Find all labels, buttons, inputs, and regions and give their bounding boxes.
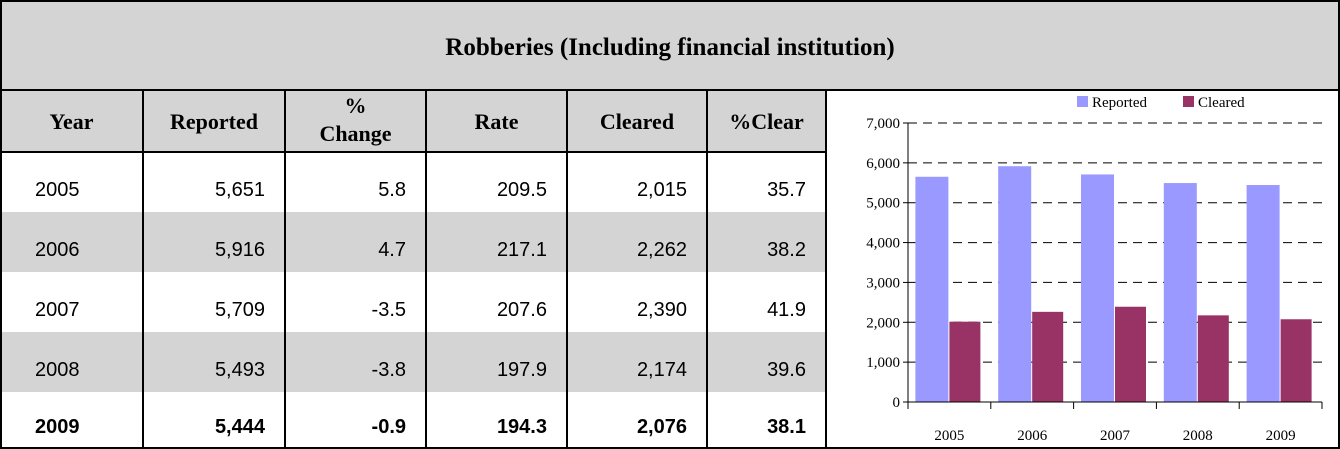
- table-cell: 2007: [35, 299, 80, 321]
- legend-label: Cleared: [1198, 95, 1245, 111]
- column-header: %Clear: [729, 109, 804, 134]
- table-cell: 2005: [35, 179, 80, 201]
- table-cell: 2,076: [637, 416, 687, 438]
- x-tick-label: 2005: [934, 428, 964, 444]
- bar: [1081, 174, 1114, 402]
- bar: [1197, 315, 1229, 402]
- table-cell: 2,174: [637, 359, 687, 381]
- table-cell: 2,015: [637, 179, 687, 201]
- table-cell: 5,493: [215, 359, 265, 381]
- table-cell: 4.7: [378, 239, 406, 261]
- legend-swatch: [1183, 96, 1194, 107]
- row-shade: [0, 212, 826, 272]
- y-tick-label: 6,000: [866, 156, 900, 172]
- y-tick-label: 0: [893, 395, 901, 411]
- column-header: Reported: [170, 109, 258, 134]
- table-cell: 41.9: [767, 299, 806, 321]
- table-cell: 39.6: [767, 359, 806, 381]
- x-tick-label: 2007: [1100, 428, 1131, 444]
- column-header: Change: [319, 121, 391, 146]
- table-cell: 2006: [35, 239, 80, 261]
- table-cell: 5,444: [215, 416, 266, 438]
- column-header: Year: [50, 109, 94, 134]
- column-header: Cleared: [600, 109, 674, 134]
- y-tick-label: 3,000: [866, 275, 900, 291]
- table-cell: 194.3: [497, 416, 547, 438]
- table-cell: 35.7: [767, 179, 806, 201]
- bar: [1163, 183, 1197, 402]
- table-cell: -0.9: [372, 416, 406, 438]
- table-cell: 5,916: [215, 239, 265, 261]
- bar: [1280, 319, 1312, 402]
- table-cell: 209.5: [497, 179, 547, 201]
- bar: [998, 166, 1032, 402]
- table-cell: 2,262: [637, 239, 687, 261]
- legend-swatch: [1077, 96, 1088, 107]
- table-cell: 2008: [35, 359, 80, 381]
- y-tick-label: 7,000: [866, 116, 900, 132]
- bar: [1246, 185, 1280, 402]
- header-row: [0, 90, 826, 152]
- y-tick-label: 4,000: [866, 236, 900, 252]
- table-cell: -3.8: [372, 359, 406, 381]
- table-cell: 197.9: [497, 359, 547, 381]
- table-cell: 5,651: [215, 179, 265, 201]
- row-shade: [0, 332, 826, 392]
- y-tick-label: 5,000: [866, 196, 900, 212]
- bar: [949, 321, 981, 402]
- table-title: Robberies (Including financial instituti…: [445, 34, 894, 61]
- x-tick-label: 2006: [1017, 428, 1048, 444]
- table-cell: 207.6: [497, 299, 547, 321]
- x-tick-label: 2008: [1183, 428, 1213, 444]
- bar: [915, 176, 949, 402]
- y-tick-label: 2,000: [866, 315, 900, 331]
- y-tick-label: 1,000: [866, 355, 900, 371]
- column-header: %: [345, 93, 367, 118]
- bar: [1032, 311, 1064, 402]
- legend-label: Reported: [1092, 95, 1147, 111]
- table-cell: 217.1: [497, 239, 547, 261]
- table-cell: 2009: [35, 416, 80, 438]
- table-cell: 5.8: [378, 179, 406, 201]
- table-cell: 2,390: [637, 299, 687, 321]
- table-cell: 38.2: [767, 239, 806, 261]
- table-cell: 5,709: [215, 299, 265, 321]
- title-bar: [0, 0, 1340, 90]
- x-tick-label: 2009: [1266, 428, 1296, 444]
- bar: [1115, 306, 1146, 402]
- table-cell: -3.5: [372, 299, 406, 321]
- column-header: Rate: [475, 109, 519, 134]
- table-cell: 38.1: [767, 416, 806, 438]
